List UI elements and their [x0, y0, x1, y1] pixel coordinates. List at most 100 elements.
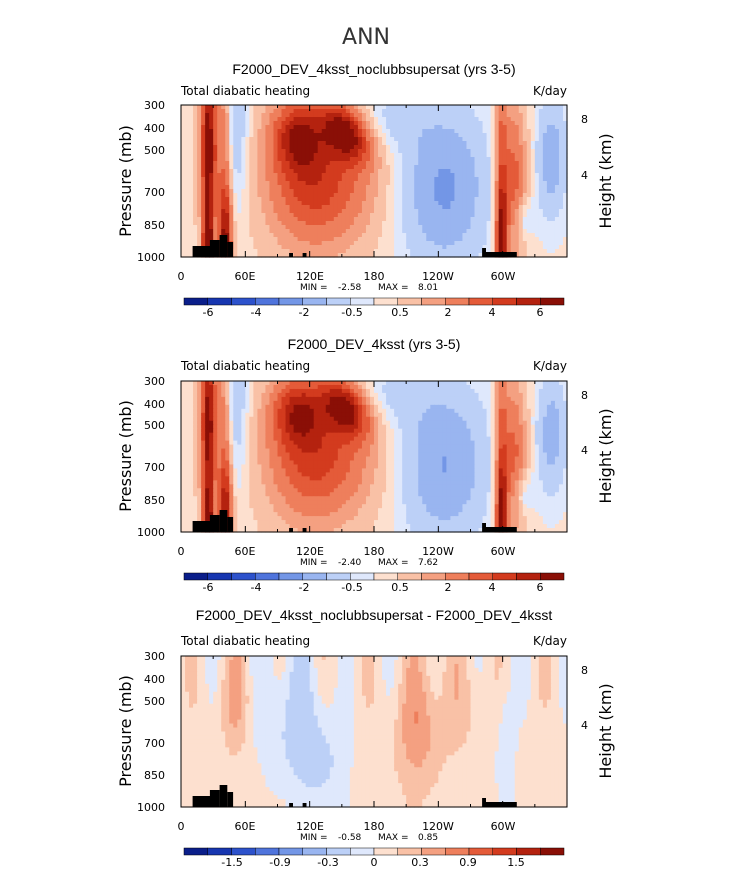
heatmap-cell: [193, 233, 198, 238]
heatmap-cell: [353, 400, 359, 406]
heatmap-cell: [398, 137, 403, 142]
heatmap-cell: [430, 125, 435, 130]
heatmap-cell: [293, 381, 299, 386]
heatmap-cell: [394, 408, 399, 414]
heatmap-cell: [486, 177, 492, 182]
heatmap-cell: [317, 185, 323, 190]
heatmap-cell: [550, 137, 556, 142]
heatmap-cell: [470, 241, 476, 246]
heatmap-cell: [341, 161, 347, 166]
heatmap-cell: [217, 141, 222, 146]
heatmap-cell: [382, 189, 387, 194]
heatmap-cell: [406, 117, 411, 122]
heatmap-cell: [478, 181, 484, 186]
heatmap-cell: [365, 117, 371, 122]
heatmap-cell: [446, 201, 451, 206]
heatmap-cell: [265, 396, 271, 402]
heatmap-cell: [486, 149, 492, 154]
heatmap-cell: [550, 237, 556, 242]
heatmap-cell: [233, 109, 238, 114]
heatmap-cell: [466, 125, 472, 130]
heatmap-cell: [554, 129, 560, 134]
heatmap-cell: [390, 392, 395, 398]
heatmap-cell: [241, 129, 246, 134]
heatmap-cell: [538, 133, 544, 138]
heatmap-cell: [562, 121, 568, 126]
heatmap-cell: [466, 416, 472, 422]
heatmap-cell: [273, 145, 279, 150]
heatmap-cell: [357, 117, 363, 122]
heatmap-cell: [458, 237, 464, 242]
heatmap-cell: [514, 105, 520, 110]
colorbar-swatch: [207, 297, 232, 306]
heatmap-cell: [538, 137, 544, 142]
heatmap-cell: [301, 149, 307, 154]
heatmap-cell: [269, 384, 275, 390]
heatmap-cell: [450, 428, 456, 434]
heatmap-cell: [402, 113, 407, 118]
heatmap-cell: [562, 153, 568, 158]
heatmap-cell: [213, 113, 218, 118]
heatmap-cell: [378, 412, 383, 418]
heatmap-cell: [550, 165, 556, 170]
heatmap-cell: [398, 381, 403, 386]
heatmap-cell: [249, 109, 254, 114]
heatmap-cell: [450, 249, 456, 254]
heatmap-cell: [185, 201, 190, 206]
heatmap-cell: [446, 209, 451, 214]
heatmap-cell: [217, 201, 222, 206]
heatmap-cell: [502, 121, 508, 126]
heatmap-cell: [281, 169, 287, 174]
heatmap-cell: [474, 105, 480, 110]
heatmap-cell: [233, 133, 238, 138]
heatmap-cell: [233, 213, 238, 218]
heatmap-cell: [406, 113, 411, 118]
heatmap-cell: [418, 109, 423, 114]
heatmap-cell: [430, 169, 435, 174]
heatmap-cell: [454, 169, 460, 174]
heatmap-cell: [193, 416, 198, 422]
heatmap-cell: [269, 388, 275, 394]
heatmap-cell: [430, 221, 435, 226]
heatmap-cell: [281, 404, 287, 410]
heatmap-cell: [434, 213, 439, 218]
heatmap-cell: [522, 161, 528, 166]
heatmap-cell: [229, 193, 234, 198]
heatmap-cell: [486, 420, 492, 426]
heatmap-cell: [249, 241, 254, 246]
heatmap-cell: [446, 253, 451, 258]
heatmap-cell: [321, 177, 327, 182]
heatmap-cell: [474, 392, 480, 398]
heatmap-cell: [534, 404, 540, 410]
heatmap-cell: [353, 109, 359, 114]
heatmap-cell: [434, 424, 439, 430]
heatmap-cell: [462, 125, 468, 130]
heatmap-cell: [422, 185, 427, 190]
heatmap-cell: [217, 173, 222, 178]
heatmap-cell: [434, 384, 439, 390]
heatmap-cell: [526, 121, 532, 126]
heatmap-cell: [273, 381, 279, 386]
heatmap-cell: [462, 237, 468, 242]
heatmap-cell: [253, 185, 258, 190]
heatmap-cell: [514, 428, 520, 434]
heatmap-cell: [466, 197, 472, 202]
heatmap-cell: [514, 213, 520, 218]
heatmap-cell: [365, 177, 371, 182]
heatmap-cell: [329, 229, 335, 234]
heatmap-cell: [245, 392, 250, 398]
heatmap-cell: [245, 177, 250, 182]
heatmap-cell: [197, 221, 202, 226]
heatmap-cell: [353, 404, 359, 410]
heatmap-cell: [446, 129, 451, 134]
heatmap-cell: [494, 201, 500, 206]
heatmap-cell: [450, 129, 456, 134]
heatmap-cell: [181, 169, 186, 174]
heatmap-cell: [478, 400, 484, 406]
heatmap-cell: [514, 245, 520, 250]
heatmap-cell: [237, 125, 242, 130]
heatmap-cell: [237, 392, 242, 398]
heatmap-cell: [522, 145, 528, 150]
heatmap-cell: [522, 249, 528, 254]
heatmap-cell: [345, 237, 351, 242]
